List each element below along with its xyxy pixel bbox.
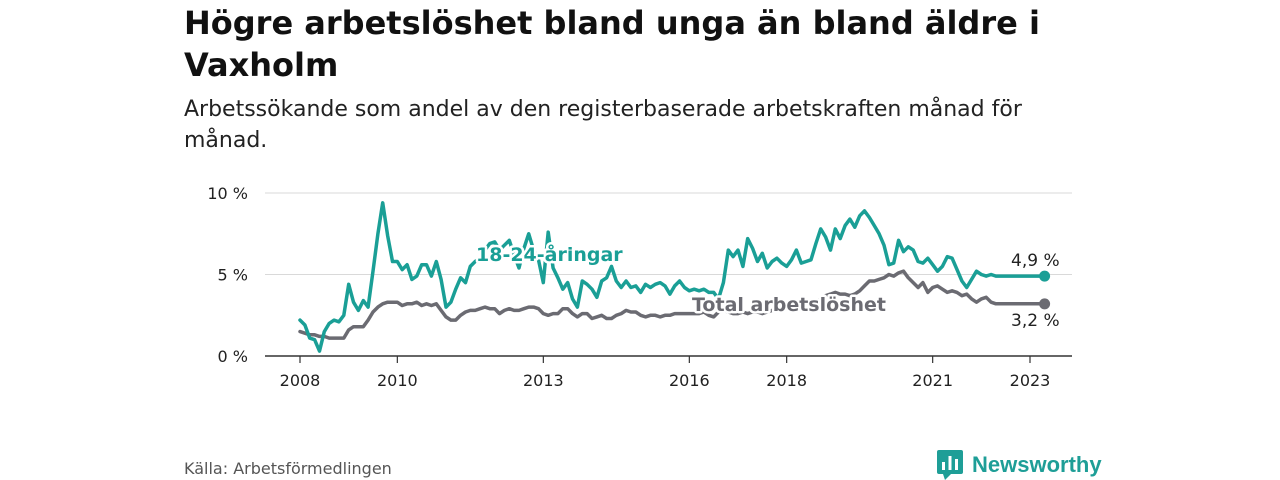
x-tick-label: 2021 [912,371,953,390]
newsworthy-logo-icon [937,450,963,480]
x-tick-label: 2018 [766,371,807,390]
x-tick-label: 2010 [377,371,418,390]
youth-series-line [298,201,1047,353]
newsworthy-logo-text: Newsworthy [972,452,1102,477]
x-tick-label: 2016 [669,371,710,390]
youth-series-label: 18-24-åringar [476,242,623,266]
x-tick-label: 2013 [523,371,564,390]
total-series-label: Total arbetslöshet [692,294,886,316]
total-series-endpoint [1039,298,1051,310]
x-tick-label: 2023 [1010,371,1051,390]
total-end-value-label: 3,2 % [1011,311,1060,331]
chart-title: Högre arbetslöshet bland unga än bland ä… [184,4,1040,84]
y-tick-label: 0 % [218,347,248,366]
y-tick-label: 5 % [218,266,248,285]
y-tick-label: 10 % [207,184,248,203]
chart-subtitle: Arbetssökande som andel av den registerb… [184,97,1022,153]
youth-series-label-halo: 18-24-åringar [476,242,623,266]
x-tick-label: 2008 [280,371,321,390]
youth-series-endpoint [1039,270,1051,282]
source-note: Källa: Arbetsförmedlingen [184,459,392,478]
total-series-label-halo: Total arbetslöshet [692,294,886,316]
total-series-line [298,269,1047,340]
youth-end-value-label: 4,9 % [1011,251,1060,271]
newsworthy-logo[interactable]: Newsworthy [937,450,1102,480]
